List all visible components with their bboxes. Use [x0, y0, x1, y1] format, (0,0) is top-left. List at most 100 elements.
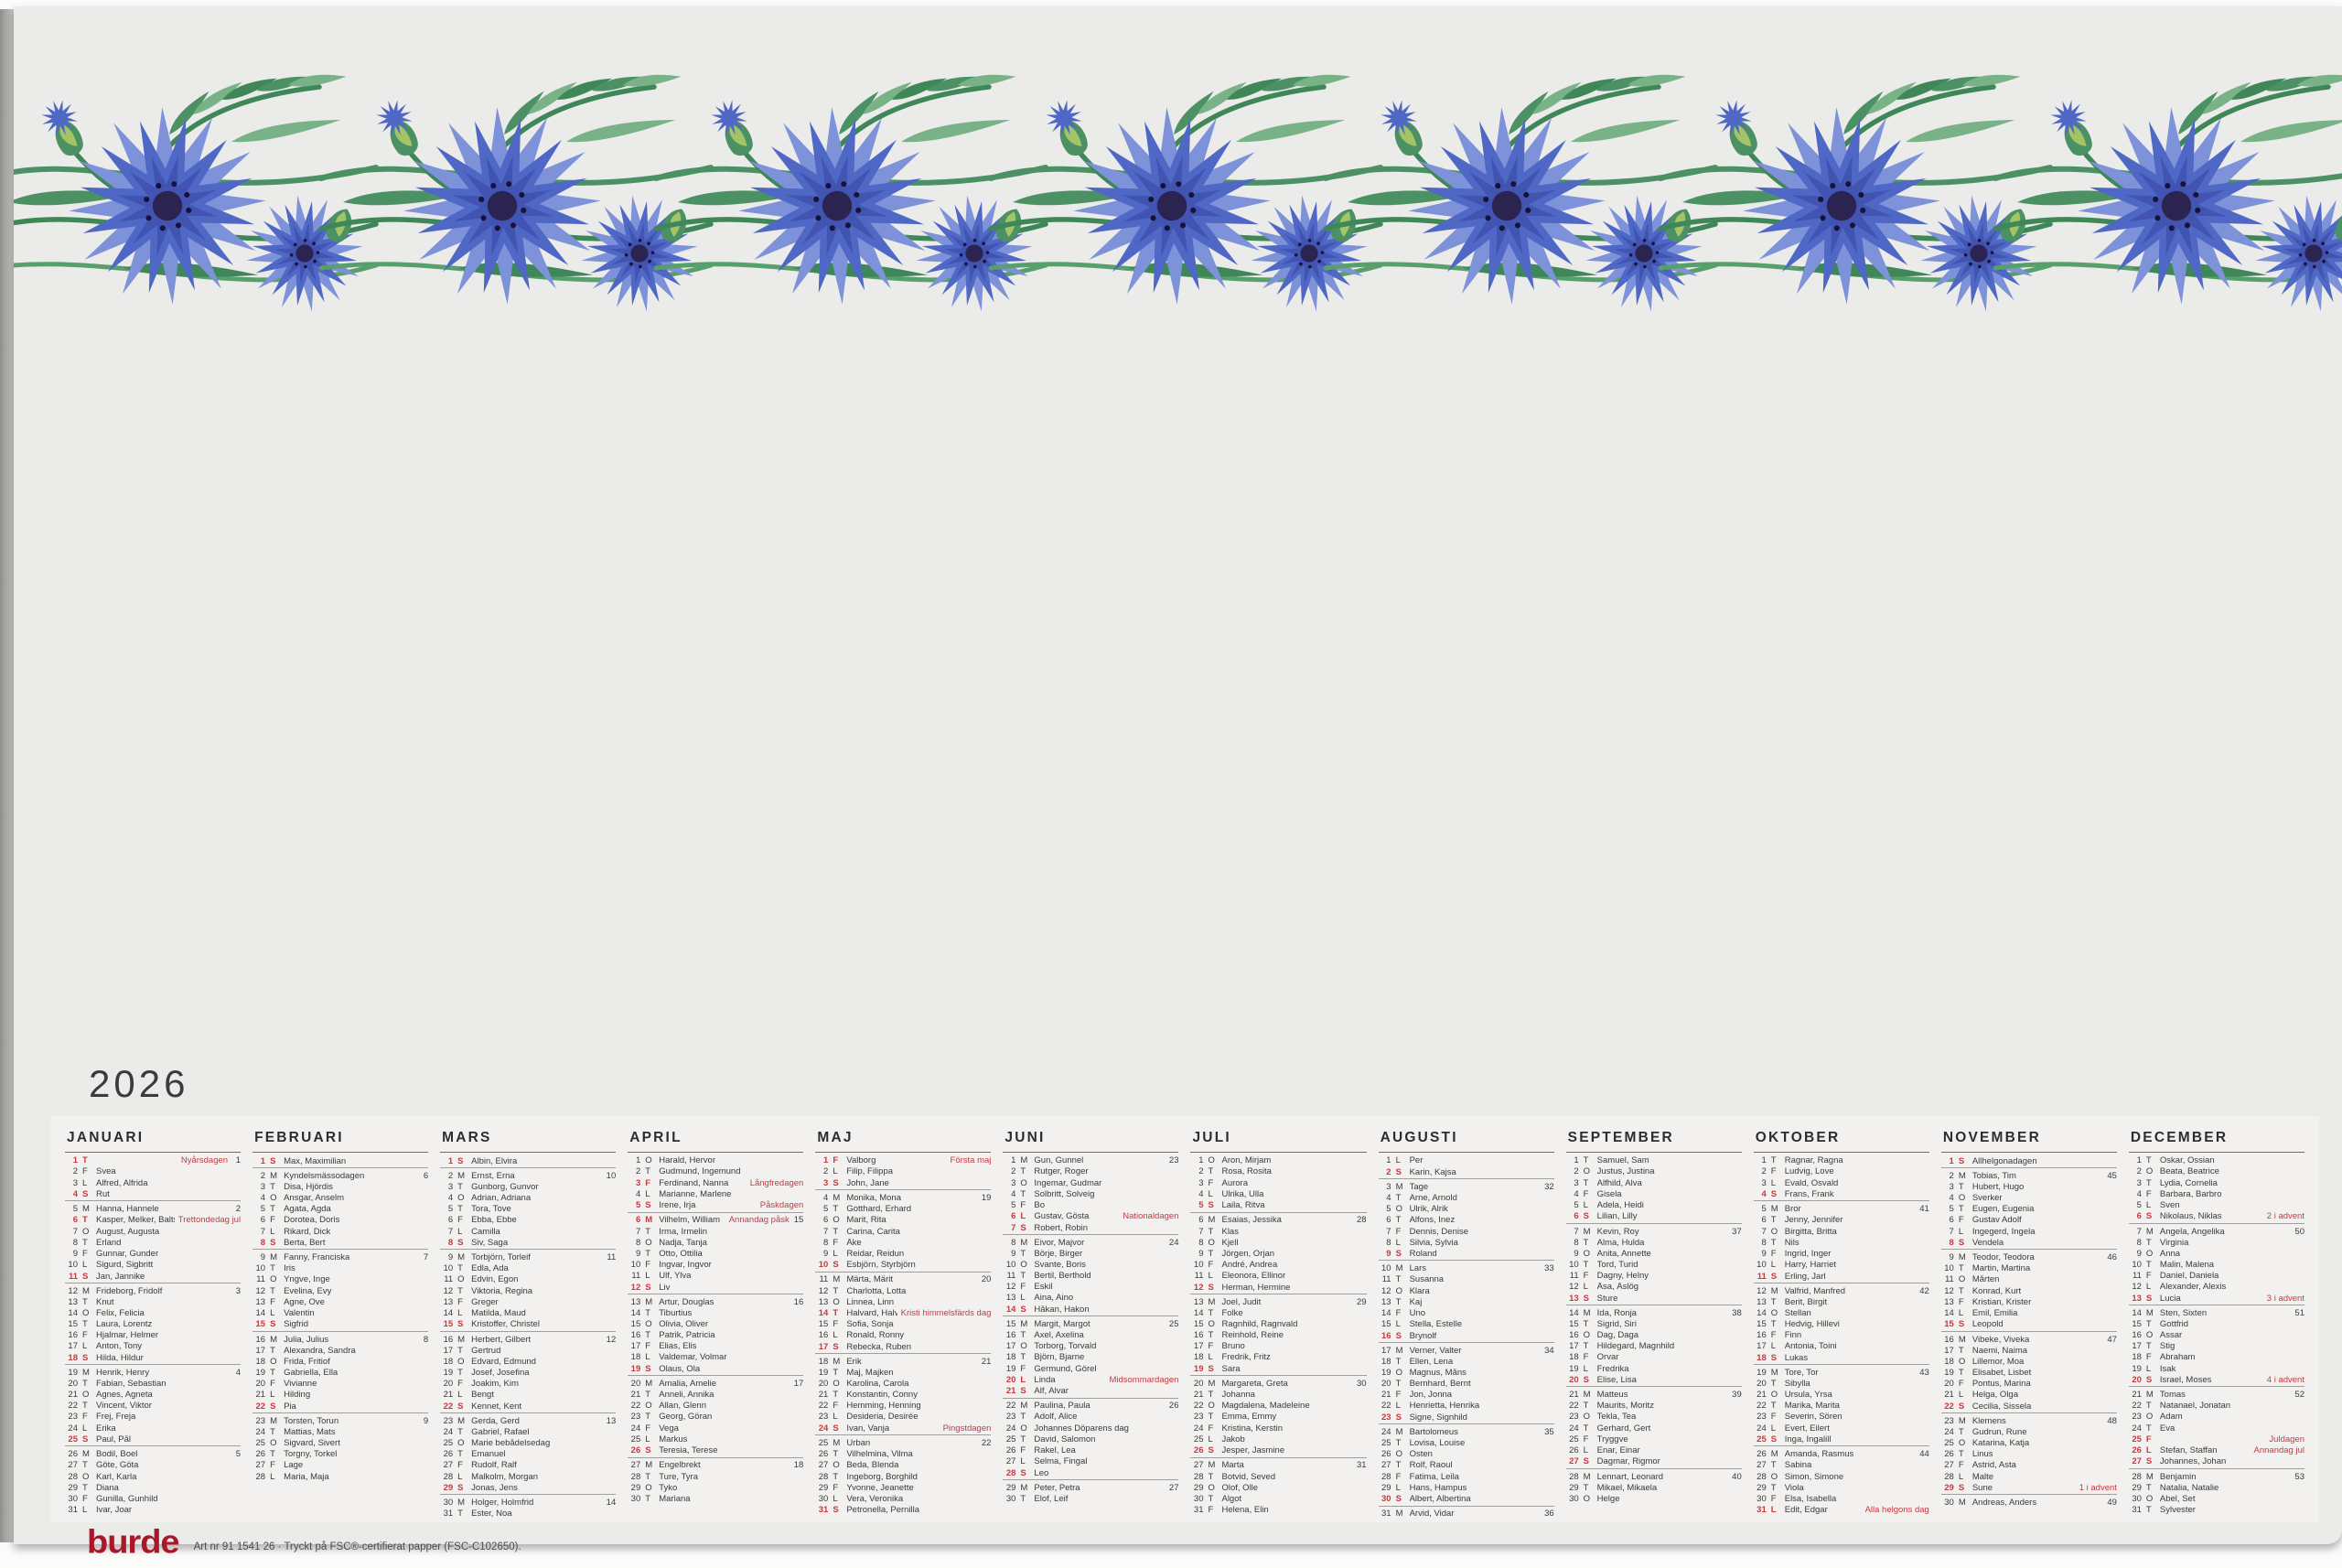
calendar-panel: JANUARI 1 T Nyårsdagen 1 2 F Svea 3 L Alfred, Alfr… — [50, 1116, 2319, 1522]
day-number: 25 — [255, 1438, 266, 1449]
name-days: Sabina — [1784, 1461, 1812, 1470]
weekday-letter: O — [270, 1193, 277, 1204]
day-row: 16 T Reinhold, Reine — [1190, 1330, 1366, 1341]
name-days: Dagmar, Rigmor — [1596, 1457, 1660, 1466]
weekday-letter: F — [645, 1259, 651, 1270]
day-row: 3 L Evald, Osvald — [1754, 1177, 1929, 1188]
month-column-augusti: AUGUSTI 1 L Per 2 S Karin, Kajsa 3 M Tage 32 4 T Arne… — [1378, 1127, 1554, 1520]
name-days: Fredrik, Fritz — [1221, 1353, 1271, 1362]
name-days: Edvard, Edmund — [471, 1357, 536, 1367]
day-number: 25 — [630, 1434, 641, 1444]
week-number: 15 — [793, 1215, 804, 1226]
day-row: 30 O Helge — [1566, 1494, 1742, 1505]
day-number: 14 — [1193, 1307, 1204, 1318]
day-number: 16 — [630, 1330, 641, 1341]
day-number: 16 — [68, 1330, 78, 1341]
weekday-letter: M — [1020, 1319, 1028, 1329]
day-number: 28 — [68, 1471, 78, 1482]
name-days: Marianne, Marlene — [659, 1189, 732, 1199]
weekday-letter: M — [645, 1215, 653, 1226]
day-number: 11 — [444, 1274, 454, 1285]
weekday-letter: S — [82, 1352, 89, 1363]
week-number: 19 — [981, 1193, 992, 1204]
day-row: 29 S Jonas, Jens — [440, 1482, 617, 1496]
name-days: Gerhard, Gert — [1596, 1423, 1651, 1434]
weekday-letter: T — [82, 1319, 88, 1329]
weekday-letter: M — [270, 1334, 277, 1345]
weekday-letter: L — [1583, 1363, 1588, 1374]
day-number: 12 — [1569, 1282, 1579, 1293]
name-days: Gudmund, Ingemund — [659, 1167, 741, 1176]
month-column-mars: MARS 1 S Albin, Elvira 2 M Ernst, Erna 10 3 T Gunb… — [440, 1127, 617, 1520]
weekday-letter: F — [1208, 1504, 1214, 1515]
week-number: 26 — [1168, 1401, 1179, 1412]
day-row: 29 T Viola — [1754, 1482, 1929, 1493]
weekday-letter: O — [1770, 1471, 1778, 1482]
day-row: 18 O Lillemor, Moa — [1941, 1356, 2117, 1367]
day-row: 24 F Vega — [628, 1423, 803, 1434]
name-days: Hedvig, Hillevi — [1784, 1320, 1840, 1329]
weekday-letter: S — [645, 1282, 651, 1293]
day-number: 8 — [1198, 1237, 1204, 1248]
weekday-letter: S — [270, 1238, 276, 1249]
name-days: Karin, Kajsa — [1409, 1167, 1456, 1177]
name-days: Anita, Annette — [1596, 1249, 1651, 1259]
name-days: Ulf, Ylva — [659, 1272, 692, 1281]
name-days: Elisabet, Lisbet — [1971, 1368, 2032, 1378]
day-row: 16 T Axel, Axelina — [1003, 1330, 1178, 1341]
day-row: 14 L Matilda, Maud — [440, 1308, 616, 1319]
weekday-letter: S — [270, 1401, 276, 1412]
day-number: 13 — [1193, 1296, 1204, 1307]
weekday-letter: T — [1958, 1426, 1964, 1437]
day-number: 28 — [1381, 1471, 1391, 1482]
weekday-letter: F — [1583, 1434, 1589, 1444]
weekday-letter: S — [645, 1200, 651, 1211]
weekday-letter: S — [457, 1483, 464, 1494]
weekday-letter: T — [457, 1204, 463, 1215]
day-number: 21 — [255, 1390, 266, 1401]
name-days: Israel, Moses — [2159, 1376, 2212, 1385]
name-days: Lukas — [1784, 1353, 1809, 1363]
weekday-letter: T — [1020, 1188, 1026, 1199]
weekday-letter: T — [270, 1449, 275, 1460]
name-days: Astrid, Asta — [1971, 1461, 2016, 1470]
weekday-letter: F — [1208, 1259, 1214, 1270]
name-days: Natalia, Natalie — [2159, 1483, 2219, 1493]
weekday-letter: T — [270, 1181, 275, 1192]
day-number: 30 — [2132, 1493, 2142, 1504]
name-days: Stellan — [1784, 1308, 1811, 1318]
weekday-letter: M — [1208, 1215, 1216, 1226]
day-row: 23 M Klemens 48 — [1941, 1416, 2117, 1427]
day-row: 12 L Åsa, Åslög — [1566, 1282, 1742, 1293]
day-row: 28 M Lennart, Leonard 40 — [1566, 1471, 1742, 1482]
name-days: Antonia, Toini — [1784, 1342, 1837, 1351]
name-days: Patrik, Patricia — [659, 1331, 715, 1340]
name-days: Lars — [1409, 1264, 1427, 1273]
name-days: Per — [1409, 1156, 1423, 1165]
day-row: 13 F Kristian, Krister — [1941, 1296, 2117, 1307]
day-number: 29 — [2132, 1482, 2142, 1493]
weekday-letter: L — [1395, 1319, 1401, 1329]
day-row: 21 T Konstantin, Conny — [815, 1390, 991, 1401]
name-days: Emanuel — [471, 1450, 506, 1459]
day-row: 24 O Johannes Döparens dag — [1003, 1423, 1178, 1434]
weekday-letter: F — [457, 1296, 463, 1307]
day-number: 6 — [2136, 1211, 2142, 1222]
day-number: 29 — [1193, 1482, 1204, 1493]
week-number: 22 — [981, 1438, 992, 1449]
day-row: 4 F Gisela — [1566, 1188, 1742, 1199]
weekday-letter: T — [2145, 1259, 2152, 1270]
holiday-label: 3 i advent — [2266, 1293, 2304, 1304]
day-row: 24 T Gudrun, Rune — [1941, 1427, 2117, 1438]
name-days: Bernhard, Bernt — [1409, 1380, 1471, 1389]
day-row: 13 L Aina, Aino — [1003, 1293, 1178, 1304]
name-days: Erling, Jarl — [1784, 1272, 1826, 1282]
day-row: 17 S Rebecka, Ruben — [815, 1341, 992, 1354]
week-number: 36 — [1544, 1509, 1554, 1520]
month-title: OKTOBER — [1753, 1127, 1929, 1153]
weekday-letter: T — [1208, 1412, 1214, 1423]
day-row: 11 T Susanna — [1379, 1274, 1554, 1285]
day-number: 28 — [1005, 1467, 1016, 1478]
day-number: 10 — [1569, 1259, 1579, 1270]
name-days: Andreas, Anders — [1971, 1498, 2037, 1508]
